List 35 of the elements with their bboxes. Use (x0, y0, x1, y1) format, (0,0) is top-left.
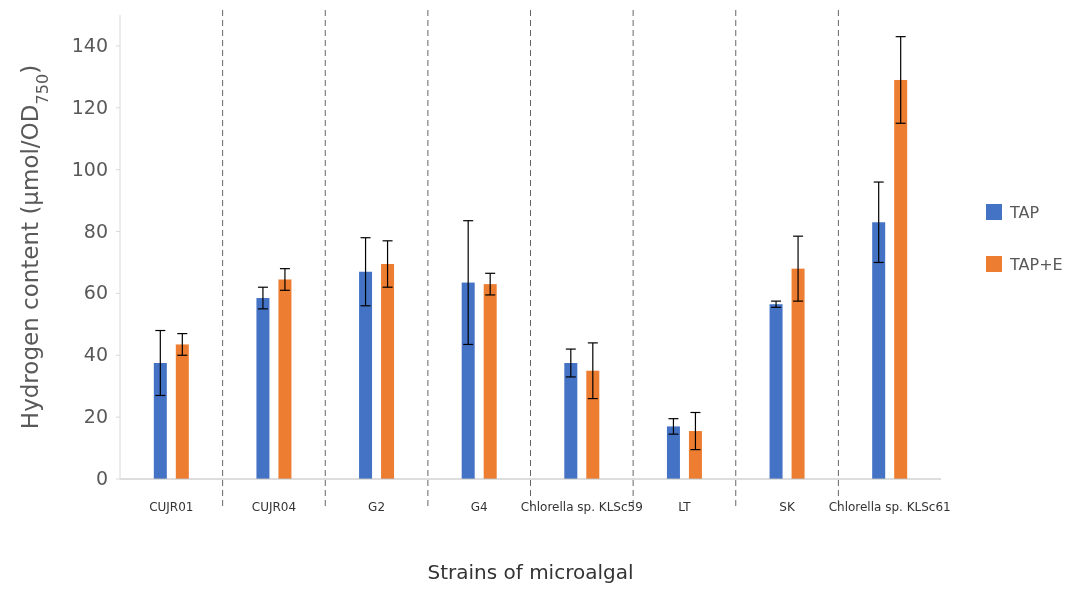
y-tick-label: 120 (71, 95, 108, 118)
y-tick-label: 80 (83, 219, 108, 242)
x-tick-label: Chlorella sp. KLSc59 (520, 500, 643, 514)
bar (872, 222, 886, 479)
x-tick-label: G4 (470, 500, 488, 514)
x-tick-label: G2 (368, 500, 386, 514)
x-tick-label: CUJR04 (251, 500, 297, 514)
x-tick-label: SK (779, 500, 796, 514)
bar (586, 370, 600, 479)
bar (359, 271, 373, 479)
y-tick-label: 60 (83, 281, 108, 304)
bar (483, 284, 497, 479)
bar (769, 304, 783, 479)
x-tick-label: LT (678, 500, 692, 514)
bar (381, 264, 395, 479)
x-tick-label: CUJR01 (149, 500, 194, 514)
bar (791, 268, 805, 479)
bar (256, 298, 270, 479)
y-tick-label: 0 (95, 467, 108, 490)
x-tick-label: Chlorella sp. KLSc61 (828, 500, 951, 514)
y-tick-label: 100 (71, 157, 108, 180)
x-axis-title: Strains of microalgal (427, 560, 634, 584)
y-tick-label: 20 (83, 405, 108, 428)
bar (666, 426, 680, 479)
bar (564, 363, 578, 479)
bar (461, 282, 475, 479)
bar (278, 279, 292, 479)
y-tick-label: 40 (83, 343, 108, 366)
legend-label: TAP+E (1009, 254, 1063, 274)
bar (175, 344, 189, 479)
bar (153, 363, 167, 479)
y-tick-label: 140 (71, 34, 108, 57)
legend-label: TAP (1009, 202, 1040, 222)
bar (688, 431, 702, 479)
bar (894, 79, 908, 479)
